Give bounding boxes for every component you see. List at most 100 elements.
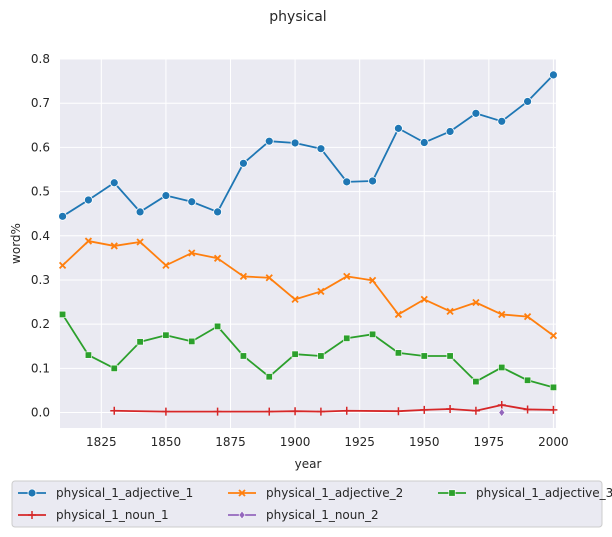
- y-axis-label: word%: [9, 223, 23, 264]
- legend-marker: [238, 489, 246, 497]
- data-point: [497, 116, 507, 126]
- data-point: [446, 352, 454, 360]
- data-point: [420, 295, 428, 304]
- data-point: [110, 242, 118, 250]
- data-point: [471, 406, 480, 415]
- data-point: [109, 178, 119, 188]
- data-point: [291, 295, 299, 304]
- y-tick-label: 0.5: [31, 185, 50, 199]
- data-point: [317, 352, 325, 360]
- data-point: [498, 363, 506, 371]
- data-point: [110, 406, 119, 415]
- x-tick-label: 1875: [215, 435, 246, 449]
- data-point: [84, 237, 93, 245]
- data-point: [316, 407, 325, 416]
- chart-title: physical: [269, 9, 326, 25]
- data-point: [239, 352, 247, 360]
- data-point: [161, 407, 170, 416]
- legend-label: physical_1_adjective_1: [56, 486, 193, 500]
- series-line: [61, 313, 554, 389]
- x-tick-label: 1825: [86, 435, 117, 449]
- data-point: [549, 405, 558, 414]
- data-point: [523, 313, 532, 321]
- x-tick-label: 2000: [538, 435, 569, 449]
- data-point: [213, 254, 222, 262]
- series-physical_1_noun_2: [498, 408, 506, 418]
- data-point: [368, 276, 377, 285]
- series-line: [61, 240, 554, 337]
- y-tick-label: 0.1: [31, 361, 50, 375]
- x-tick-label: 1975: [474, 435, 505, 449]
- legend-marker: [28, 511, 36, 519]
- data-point: [265, 407, 274, 416]
- data-point: [420, 405, 429, 414]
- data-point: [316, 144, 326, 154]
- y-tick-label: 0.2: [31, 317, 50, 331]
- data-point: [446, 307, 454, 315]
- data-point: [498, 310, 506, 319]
- series-physical_1_adjective_1: [58, 70, 558, 221]
- legend-marker: [27, 488, 37, 498]
- data-point: [58, 211, 67, 221]
- legend: physical_1_adjective_1 physical_1_adjecti…: [11, 480, 612, 528]
- data-point: [213, 407, 222, 416]
- x-tick-label: 1925: [344, 435, 375, 449]
- data-point: [342, 177, 352, 187]
- data-point: [343, 272, 351, 281]
- y-tick-labels: 0.0 0.1 0.2 0.3 0.4 0.5 0.6 0.7 0.8: [31, 52, 50, 420]
- data-point: [188, 337, 196, 345]
- y-tick-label: 0.0: [31, 406, 50, 420]
- data-point: [110, 364, 118, 372]
- legend-item: physical_1_adjective_2: [228, 486, 403, 500]
- data-point: [446, 404, 455, 413]
- data-point: [472, 378, 480, 386]
- data-point: [188, 249, 196, 257]
- data-point: [445, 127, 455, 136]
- data-point: [394, 407, 403, 416]
- series-physical_1_noun_1: [110, 401, 558, 416]
- data-point: [419, 138, 429, 147]
- data-point: [136, 238, 144, 246]
- legend-item: physical_1_adjective_3: [438, 486, 612, 500]
- legend-label: physical_1_adjective_2: [266, 486, 403, 500]
- data-point: [239, 272, 248, 281]
- data-point: [471, 108, 481, 118]
- legend-label: physical_1_noun_1: [56, 508, 169, 522]
- x-tick-label: 1850: [151, 435, 182, 449]
- data-point: [394, 310, 403, 319]
- data-point: [162, 261, 170, 270]
- data-point: [84, 351, 92, 359]
- data-point: [162, 331, 170, 339]
- data-point: [549, 383, 557, 391]
- x-tick-label: 1900: [280, 435, 311, 449]
- legend-item: physical_1_adjective_1: [18, 486, 193, 500]
- data-point: [161, 191, 171, 200]
- series-line: [62, 74, 555, 218]
- series-line: [114, 404, 554, 413]
- data-point: [497, 401, 506, 410]
- data-point: [290, 138, 300, 148]
- data-point: [265, 274, 273, 282]
- data-point: [420, 352, 428, 360]
- data-point: [368, 176, 377, 186]
- data-point: [265, 373, 273, 381]
- data-point: [394, 123, 403, 133]
- data-point: [523, 405, 532, 414]
- legend-label: physical_1_noun_2: [266, 508, 379, 522]
- legend-label: physical_1_adjective_3: [476, 486, 612, 500]
- data-point: [264, 136, 274, 146]
- legend-item: physical_1_noun_2: [228, 508, 379, 522]
- data-point: [317, 287, 325, 296]
- series-physical_1_adjective_2: [58, 237, 558, 340]
- legend-item: physical_1_noun_1: [18, 508, 169, 522]
- legend-marker: [448, 489, 456, 497]
- y-tick-label: 0.4: [31, 229, 50, 243]
- data-point: [58, 261, 67, 270]
- data-point: [239, 158, 248, 168]
- y-tick-label: 0.7: [31, 96, 50, 110]
- data-point: [135, 207, 145, 217]
- data-point: [369, 330, 377, 338]
- data-point: [498, 408, 506, 418]
- data-point: [343, 334, 351, 342]
